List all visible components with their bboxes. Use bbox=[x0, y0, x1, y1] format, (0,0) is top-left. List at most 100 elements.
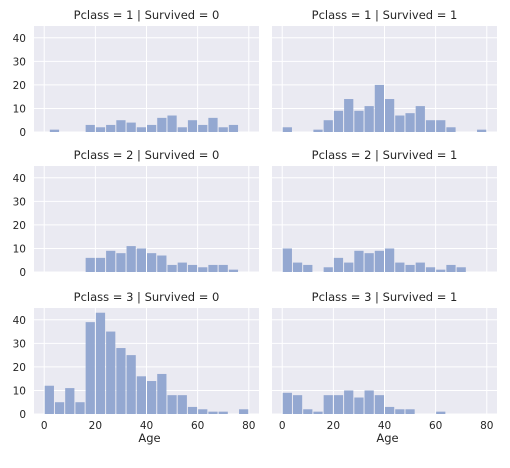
histogram-bar bbox=[344, 390, 354, 414]
histogram-bar bbox=[282, 127, 292, 132]
histogram-bar bbox=[425, 120, 436, 132]
histogram-bar bbox=[167, 395, 177, 414]
histogram-bar bbox=[116, 348, 126, 414]
y-tick-label: 40 bbox=[13, 315, 26, 327]
y-tick-label: 20 bbox=[13, 80, 26, 92]
histogram-bar bbox=[95, 257, 106, 272]
y-tick-label: 10 bbox=[13, 385, 26, 397]
histogram-bar bbox=[436, 120, 446, 132]
y-tick-label: 10 bbox=[13, 103, 26, 115]
histogram-bar bbox=[395, 262, 405, 272]
x-tick-label: 60 bbox=[429, 420, 442, 432]
histogram-bar bbox=[303, 264, 313, 272]
histogram-bar bbox=[157, 373, 167, 414]
histogram-bar bbox=[208, 411, 218, 414]
y-tick-label: 0 bbox=[19, 127, 26, 139]
histogram-bar bbox=[385, 248, 395, 272]
x-tick-label: 60 bbox=[191, 420, 204, 432]
histogram-bar bbox=[385, 99, 395, 132]
histogram-bar bbox=[147, 253, 157, 272]
histogram-bar bbox=[374, 250, 384, 272]
x-tick-label: 80 bbox=[480, 420, 493, 432]
histogram-bar bbox=[344, 99, 354, 132]
histogram-bar bbox=[228, 269, 239, 272]
histogram-bar bbox=[323, 120, 333, 132]
facet-panel: Pclass = 1 | Survived = 0 0 10 20 30 40 bbox=[13, 8, 259, 139]
histogram-bar bbox=[282, 392, 292, 414]
histogram-bar bbox=[116, 253, 126, 272]
histogram-bar bbox=[354, 250, 364, 272]
histogram-bar bbox=[436, 269, 446, 272]
x-tick-label: 0 bbox=[279, 420, 286, 432]
x-tick-label: 0 bbox=[41, 420, 48, 432]
panel-title: Pclass = 1 | Survived = 1 bbox=[312, 8, 458, 22]
histogram-bar bbox=[415, 106, 425, 132]
panel-title: Pclass = 2 | Survived = 1 bbox=[312, 148, 458, 162]
x-tick-label: 20 bbox=[89, 420, 102, 432]
histogram-bar bbox=[218, 127, 228, 132]
y-tick-label: 20 bbox=[13, 362, 26, 374]
histogram-bar bbox=[374, 84, 384, 132]
panel-title: Pclass = 3 | Survived = 1 bbox=[312, 290, 458, 304]
histogram-bar bbox=[395, 115, 405, 132]
histogram-bar bbox=[177, 127, 187, 132]
panels-group: Pclass = 1 | Survived = 0010203040Pclass… bbox=[13, 8, 497, 445]
histogram-bar bbox=[228, 124, 239, 132]
histogram-bar bbox=[218, 411, 228, 414]
histogram-bar bbox=[385, 406, 395, 414]
histogram-bar bbox=[405, 409, 415, 414]
histogram-bar bbox=[333, 395, 344, 414]
histogram-bar bbox=[313, 129, 323, 132]
facet-panel: Pclass = 2 | Survived = 1 bbox=[272, 148, 497, 273]
y-tick-label: 30 bbox=[13, 338, 26, 350]
histogram-bar bbox=[333, 110, 344, 132]
histogram-bar bbox=[95, 127, 106, 132]
histogram-bar bbox=[446, 127, 456, 132]
histogram-bar bbox=[364, 390, 374, 414]
histogram-bar bbox=[65, 388, 75, 414]
histogram-bar bbox=[95, 312, 106, 414]
histogram-bar bbox=[136, 127, 146, 132]
y-tick-label: 40 bbox=[13, 33, 26, 45]
histogram-bar bbox=[106, 124, 116, 132]
histogram-bar bbox=[364, 253, 374, 272]
histogram-bar bbox=[239, 409, 249, 414]
histogram-bar bbox=[415, 262, 425, 272]
facet-panel: Pclass = 1 | Survived = 1 bbox=[272, 8, 497, 133]
histogram-bar bbox=[364, 106, 374, 132]
histogram-bar bbox=[85, 124, 95, 132]
histogram-bar bbox=[354, 397, 364, 414]
histogram-bar bbox=[44, 385, 54, 414]
histogram-bar bbox=[75, 402, 85, 414]
histogram-bar bbox=[85, 322, 95, 414]
x-tick-label: 40 bbox=[378, 420, 391, 432]
x-axis-label: Age bbox=[376, 431, 398, 445]
histogram-bar bbox=[395, 409, 405, 414]
watermark-text: https://blog.csdn.net/Eddy504 bbox=[283, 442, 502, 458]
histogram-bar bbox=[405, 113, 415, 132]
histogram-bar bbox=[177, 262, 187, 272]
histogram-bar bbox=[187, 264, 198, 272]
histogram-bar bbox=[446, 264, 456, 272]
panel-title: Pclass = 3 | Survived = 0 bbox=[74, 290, 220, 304]
histogram-bar bbox=[282, 248, 292, 272]
histogram-bar bbox=[292, 262, 303, 272]
histogram-bar bbox=[218, 264, 228, 272]
histogram-bar bbox=[208, 264, 218, 272]
y-tick-label: 0 bbox=[19, 409, 26, 421]
facet-panel: Pclass = 3 | Survived = 0 0 10 20 30 40 0 20 40 6… bbox=[13, 290, 259, 445]
histogram-bar bbox=[354, 110, 364, 132]
facet-panel: Pclass = 3 | Survived = 1 0 20 40 60 80 Age bbox=[272, 290, 497, 445]
histogram-bar bbox=[136, 248, 146, 272]
histogram-bar bbox=[177, 395, 187, 414]
histogram-bar bbox=[49, 129, 60, 132]
histogram-bar bbox=[157, 117, 167, 132]
histogram-bar bbox=[198, 124, 208, 132]
histogram-bar bbox=[323, 395, 333, 414]
histogram-bar bbox=[167, 264, 177, 272]
histogram-bar bbox=[85, 257, 95, 272]
x-tick-label: 40 bbox=[140, 420, 153, 432]
y-tick-label: 0 bbox=[19, 267, 26, 279]
